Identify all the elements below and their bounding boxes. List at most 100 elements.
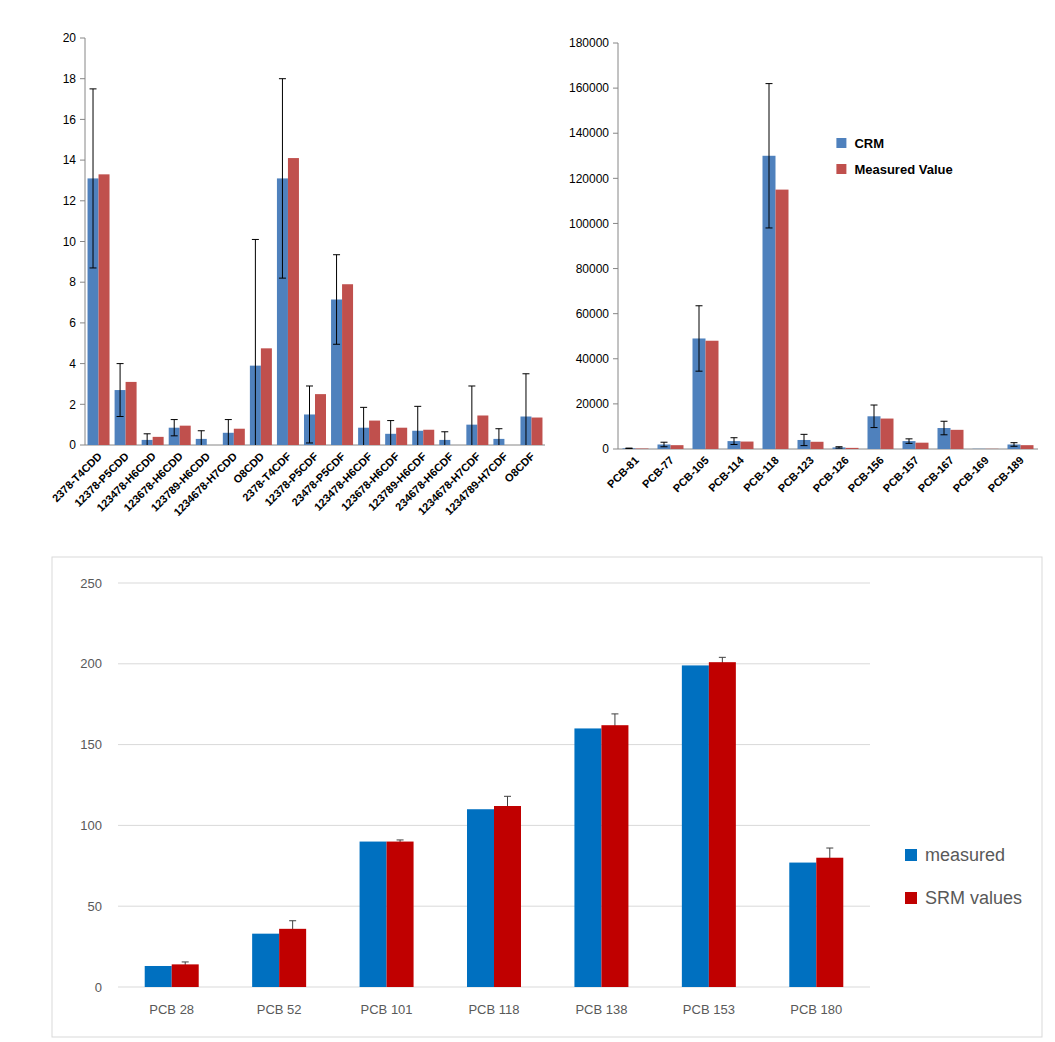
error-bar [731,438,738,445]
error-bar-stem [444,432,445,445]
bar [494,806,521,987]
legend-swatch [836,164,846,174]
y-tick-label: 4 [69,357,76,371]
bar [709,662,736,987]
bar [153,437,164,445]
error-bar [1011,443,1018,447]
bar [172,964,199,987]
error-bar-cap [171,435,178,436]
error-bar-cap [468,385,475,386]
tick-mark [80,404,85,405]
y-tick-label: 18 [63,72,77,86]
tick-mark [80,282,85,283]
tick-mark [80,322,85,323]
bar [951,430,964,449]
bar [973,448,986,449]
legend-swatch [836,138,846,148]
error-bar-cap [906,443,913,444]
y-tick-label: 180000 [569,36,609,50]
y-tick-label: 80000 [576,262,610,276]
error-bar-cap [696,371,703,372]
error-bar [661,442,668,447]
tick-mark [613,88,618,89]
legend-label: measured [925,845,1005,865]
error-bar-stem [525,374,526,445]
x-tick-label: PCB 138 [575,1002,627,1017]
chart: 050100150200250PCB 28PCB 52PCB 101PCB 11… [52,557,1042,1037]
y-tick-label: 0 [95,980,102,995]
error-bar-cap [504,796,511,797]
bar [369,421,380,445]
bar [531,418,542,445]
y-tick-label: 20000 [576,397,610,411]
x-tick-label: PCB 28 [149,1002,194,1017]
error-bar [836,447,843,448]
error-bar-stem [734,438,735,445]
x-tick-label: PCB-105 [670,454,710,494]
bar [99,174,110,445]
legend: CRMMeasured Value [836,136,952,177]
tick-mark [613,133,618,134]
bar [741,442,754,449]
y-tick-label: 20 [63,31,77,45]
error-bar-cap [941,434,948,435]
y-tick-label: 60000 [576,307,610,321]
error-bar [871,405,878,428]
error-bar-cap [144,433,151,434]
bar [846,448,859,449]
x-tick-label: PCB-81 [605,454,641,490]
x-tick-label: PCB 101 [361,1002,413,1017]
error-bar-cap [182,961,189,962]
error-bar-stem [769,84,770,228]
error-bar-cap [252,239,259,240]
error-bar-cap [117,363,124,364]
y-tick-label: 6 [69,316,76,330]
tick-mark [80,363,85,364]
error-bar-cap [289,920,296,921]
error-bar-cap [414,406,421,407]
bar [706,341,719,449]
tick-mark [613,358,618,359]
x-tick-label: PCB-167 [915,454,955,494]
x-tick-label: PCB 118 [468,1002,519,1017]
error-bar [696,306,703,371]
bar [601,725,628,987]
bar [342,284,353,445]
x-tick-label: 1234678-H7CDD [171,450,239,518]
y-tick-label: 0 [69,438,76,452]
x-tick-label: PCB-189 [985,454,1025,494]
tick-mark [80,241,85,242]
tick-mark [613,223,618,224]
error-bar-cap [766,83,773,84]
error-bar-stem [944,421,945,435]
bar [789,863,816,987]
error-bar [90,89,97,268]
error-bar [906,439,913,444]
y-tick-label: 140000 [569,126,609,140]
error-bar-stem [201,431,202,445]
y-tick-label: 12 [63,194,77,208]
error-bar [468,386,475,445]
chart: 0200004000060000800001000001200001400001… [569,36,1038,494]
error-bar-cap [871,427,878,428]
plot-area [145,657,844,987]
error-bar-stem [336,255,337,345]
error-bar-stem [282,79,283,278]
x-tick-label: PCB 180 [790,1002,842,1017]
y-tick-label: 50 [88,899,102,914]
bar [682,665,709,987]
error-bar-cap [801,445,808,446]
bar [986,448,999,449]
error-bar [414,406,421,445]
page: 024681012141618202378-T4CDD12378-P5CDD12… [0,0,1055,1042]
error-bar [144,434,151,445]
error-bar [522,374,529,445]
error-bar-cap [826,848,833,849]
y-tick-label: 100 [80,818,102,833]
plot-area [88,79,543,445]
error-bar-cap [696,305,703,306]
bar [881,419,894,449]
y-tick-label: 150 [80,737,102,752]
error-bar-cap [661,446,668,447]
bar [423,430,434,445]
